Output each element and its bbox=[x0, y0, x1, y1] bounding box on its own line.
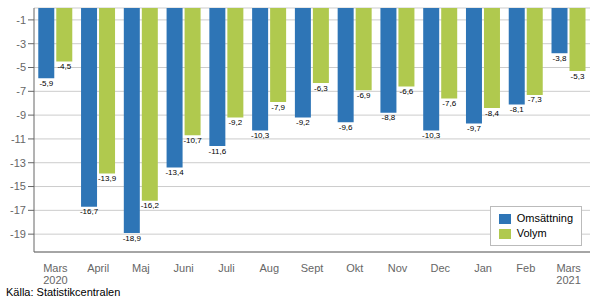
svg-text:-8,1: -8,1 bbox=[510, 105, 524, 114]
svg-text:-11: -11 bbox=[11, 133, 26, 145]
svg-text:-6,3: -6,3 bbox=[314, 84, 328, 93]
svg-text:-17: -17 bbox=[10, 204, 26, 216]
svg-text:Feb: Feb bbox=[516, 262, 535, 274]
svg-text:-6,9: -6,9 bbox=[357, 91, 371, 100]
svg-text:-13: -13 bbox=[10, 157, 26, 169]
svg-text:-4,5: -4,5 bbox=[57, 62, 71, 71]
svg-text:-1: -1 bbox=[16, 14, 26, 26]
svg-text:-9,2: -9,2 bbox=[296, 118, 310, 127]
svg-text:-6,6: -6,6 bbox=[400, 87, 414, 96]
svg-text:-5,9: -5,9 bbox=[39, 79, 53, 88]
svg-text:April: April bbox=[87, 262, 109, 274]
svg-text:-5,3: -5,3 bbox=[571, 72, 585, 81]
svg-text:Aug: Aug bbox=[259, 262, 279, 274]
svg-text:-19: -19 bbox=[10, 228, 26, 240]
svg-text:Sept: Sept bbox=[301, 262, 324, 274]
svg-text:-10,3: -10,3 bbox=[251, 131, 270, 140]
svg-text:-9: -9 bbox=[16, 109, 26, 121]
svg-text:-16,2: -16,2 bbox=[141, 201, 160, 210]
svg-text:-13,4: -13,4 bbox=[165, 168, 184, 177]
svg-text:Mars2020: Mars2020 bbox=[43, 262, 68, 284]
svg-text:Okt: Okt bbox=[346, 262, 363, 274]
svg-text:Mars2021: Mars2021 bbox=[556, 262, 581, 284]
svg-text:Maj: Maj bbox=[132, 262, 150, 274]
svg-text:-10,3: -10,3 bbox=[422, 131, 441, 140]
svg-text:-9,2: -9,2 bbox=[228, 118, 242, 127]
svg-text:-15: -15 bbox=[10, 180, 26, 192]
svg-text:Juni: Juni bbox=[174, 262, 194, 274]
html-text:Källa: Statistikcentralen: Källa: Statistikcentralen bbox=[6, 286, 121, 298]
svg-text:-18,9: -18,9 bbox=[123, 234, 142, 243]
svg-text:Juli: Juli bbox=[218, 262, 235, 274]
svg-text:-5: -5 bbox=[16, 61, 26, 73]
svg-text:-9,6: -9,6 bbox=[339, 123, 353, 132]
svg-text:-7,6: -7,6 bbox=[442, 99, 456, 108]
svg-text:Dec: Dec bbox=[431, 262, 451, 274]
svg-text:-7: -7 bbox=[16, 85, 26, 97]
svg-text:-3: -3 bbox=[16, 38, 26, 50]
svg-text:-9,7: -9,7 bbox=[467, 124, 481, 133]
svg-text:-11,6: -11,6 bbox=[209, 147, 227, 156]
svg-text:-7,9: -7,9 bbox=[271, 103, 285, 112]
svg-text:Nov: Nov bbox=[388, 262, 408, 274]
svg-text:-16,7: -16,7 bbox=[80, 207, 99, 216]
svg-text:Jan: Jan bbox=[474, 262, 492, 274]
svg-text:-13,9: -13,9 bbox=[98, 174, 117, 183]
html-text:Volym: Volym bbox=[516, 227, 547, 239]
svg-text:-8,8: -8,8 bbox=[382, 113, 396, 122]
svg-text:-3,8: -3,8 bbox=[553, 54, 567, 63]
svg-text:-10,7: -10,7 bbox=[183, 136, 202, 145]
svg-text:-8,4: -8,4 bbox=[485, 109, 499, 118]
svg-text:-7,3: -7,3 bbox=[528, 95, 542, 104]
html-text:Omsättning: Omsättning bbox=[516, 212, 573, 224]
